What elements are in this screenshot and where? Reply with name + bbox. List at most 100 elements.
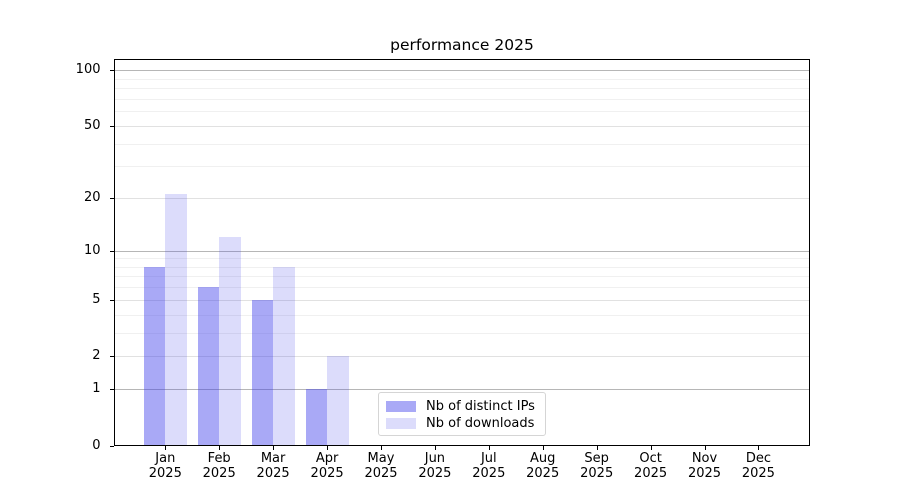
legend-label-downloads: Nb of downloads	[426, 416, 535, 431]
x-tick-jan	[165, 445, 167, 450]
x-tick-jul	[488, 445, 490, 450]
bar-distinct-ips-jan	[143, 266, 166, 446]
x-ticklabel-oct: Oct 2025	[623, 451, 679, 481]
gridline-minor-60	[113, 111, 810, 113]
gridline-5	[113, 299, 810, 301]
x-ticklabel-month: Dec	[745, 451, 771, 466]
y-ticklabel-1: 1	[92, 381, 101, 397]
bar-downloads-apr	[327, 356, 349, 446]
y-ticklabel-50: 50	[83, 117, 101, 133]
gridline-minor-6	[113, 287, 810, 289]
x-ticklabel-month: Oct	[639, 451, 662, 466]
gridline-20	[113, 198, 810, 199]
x-ticklabel-year: 2025	[580, 465, 614, 481]
x-ticklabel-jun: Jun 2025	[407, 451, 463, 481]
x-tick-aug	[542, 445, 544, 450]
y-ticklabel-5: 5	[92, 291, 101, 307]
chart-title: performance 2025	[390, 36, 534, 54]
x-tick-apr	[327, 445, 329, 450]
gridline-2	[113, 356, 810, 358]
legend-entry-distinct-ips: Nb of distinct IPs	[386, 398, 538, 415]
bar-downloads-mar	[273, 266, 295, 446]
x-ticklabel-year: 2025	[741, 465, 775, 481]
legend-swatch-distinct-ips	[386, 401, 416, 412]
x-ticklabel-year: 2025	[202, 465, 236, 481]
x-ticklabel-month: Aug	[529, 451, 556, 466]
bar-distinct-ips-apr	[305, 389, 328, 446]
gridline-minor-8	[113, 266, 810, 268]
y-ticklabel-2: 2	[92, 348, 101, 364]
y-ticklabel-0: 0	[92, 437, 101, 453]
y-tick-0	[109, 445, 114, 447]
gridline-minor-90	[113, 78, 810, 80]
legend: Nb of distinct IPs Nb of downloads	[378, 392, 546, 436]
x-ticklabel-may: May 2025	[353, 451, 409, 481]
x-ticklabel-month: Jan	[155, 451, 176, 466]
x-ticklabel-dec: Dec 2025	[730, 451, 786, 481]
legend-swatch-downloads	[386, 418, 416, 429]
x-tick-oct	[650, 445, 652, 450]
gridline-minor-80	[113, 88, 810, 90]
x-ticklabel-month: Feb	[207, 451, 231, 466]
y-tick-20	[109, 198, 114, 199]
x-ticklabel-year: 2025	[256, 465, 290, 481]
x-ticklabel-year: 2025	[634, 465, 668, 481]
y-tick-10	[109, 250, 114, 252]
x-tick-feb	[219, 445, 221, 450]
bar-distinct-ips-mar	[251, 299, 274, 446]
x-ticklabel-sep: Sep 2025	[569, 451, 625, 481]
x-ticklabel-feb: Feb 2025	[191, 451, 247, 481]
legend-label-distinct-ips: Nb of distinct IPs	[426, 399, 535, 414]
legend-entry-downloads: Nb of downloads	[386, 415, 538, 432]
x-ticklabel-year: 2025	[418, 465, 452, 481]
x-ticklabel-month: May	[367, 451, 395, 466]
x-ticklabel-year: 2025	[526, 465, 560, 481]
x-tick-may	[381, 445, 382, 450]
x-ticklabel-month: Apr	[315, 451, 339, 466]
x-tick-dec	[758, 445, 760, 450]
y-tick-50	[109, 125, 114, 127]
gridline-minor-4	[113, 314, 810, 316]
x-ticklabel-jan: Jan 2025	[137, 451, 193, 481]
gridline-minor-9	[113, 258, 810, 260]
x-ticklabel-month: Jun	[424, 451, 446, 466]
x-ticklabel-jul: Jul 2025	[461, 451, 517, 481]
x-tick-jun	[434, 445, 436, 450]
gridline-1	[113, 389, 810, 391]
x-ticklabel-month: Jul	[480, 451, 497, 466]
x-ticklabel-year: 2025	[310, 465, 344, 481]
x-ticklabel-year: 2025	[148, 465, 182, 481]
bar-downloads-feb	[219, 237, 241, 446]
x-tick-mar	[273, 445, 275, 450]
x-ticklabel-mar: Mar 2025	[245, 451, 301, 481]
x-tick-nov	[704, 445, 706, 450]
bar-downloads-jan	[165, 194, 187, 446]
x-ticklabel-apr: Apr 2025	[299, 451, 355, 481]
x-ticklabel-year: 2025	[687, 465, 722, 481]
bar-distinct-ips-feb	[197, 287, 220, 446]
y-tick-2	[109, 356, 114, 358]
x-ticklabel-month: Mar	[260, 451, 286, 466]
y-tick-100	[109, 70, 114, 72]
y-ticklabel-20: 20	[83, 190, 101, 205]
x-ticklabel-nov: Nov 2025	[677, 451, 733, 481]
x-tick-sep	[596, 445, 598, 450]
gridline-minor-40	[113, 143, 810, 145]
gridline-50	[113, 125, 810, 127]
x-ticklabel-year: 2025	[472, 465, 506, 481]
y-tick-1	[109, 389, 114, 391]
y-ticklabel-10: 10	[83, 242, 101, 258]
x-ticklabel-year: 2025	[364, 465, 398, 481]
y-tick-5	[109, 299, 114, 301]
gridline-minor-70	[113, 98, 810, 100]
gridline-minor-30	[113, 166, 810, 168]
x-ticklabel-month: Nov	[691, 451, 718, 466]
x-ticklabel-month: Sep	[584, 451, 609, 466]
gridline-minor-3	[113, 332, 810, 334]
gridline-10	[113, 250, 810, 252]
gridline-minor-7	[113, 276, 810, 278]
y-ticklabel-100: 100	[75, 62, 101, 78]
x-ticklabel-aug: Aug 2025	[515, 451, 571, 481]
gridline-100	[113, 70, 810, 72]
